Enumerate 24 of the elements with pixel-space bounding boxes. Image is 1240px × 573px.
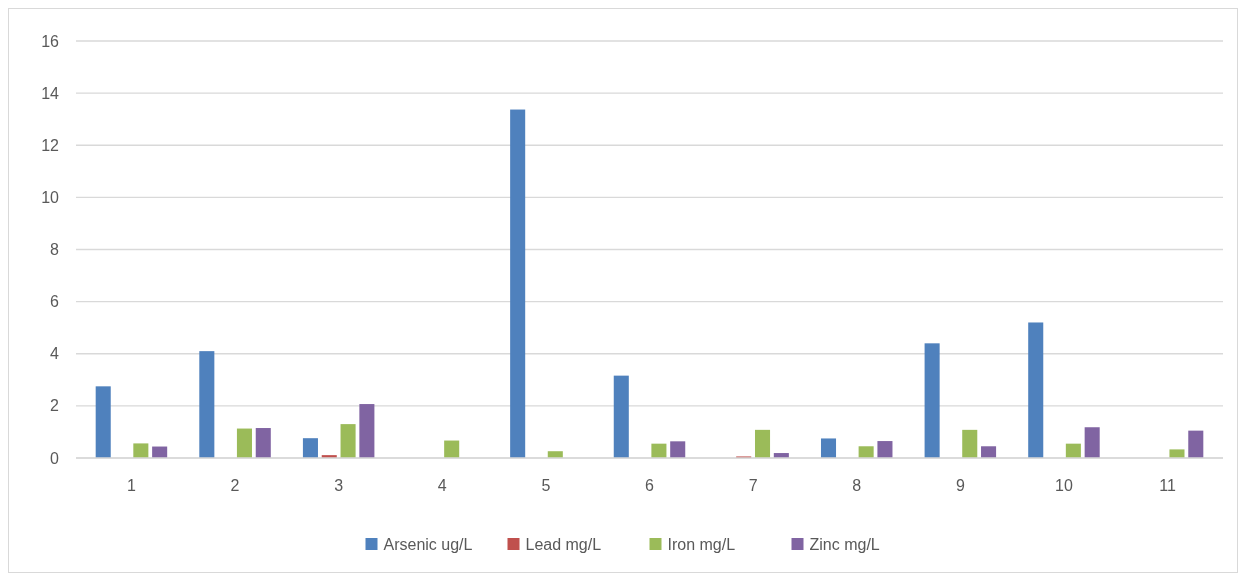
x-tick-label: 4 xyxy=(437,477,447,494)
legend-label: Lead mg/L xyxy=(525,535,602,553)
y-tick-label: 0 xyxy=(50,449,60,467)
x-tick-label: 6 xyxy=(645,477,655,494)
y-tick-label: 2 xyxy=(50,397,60,415)
x-tick-label: 11 xyxy=(1159,477,1176,494)
legend-label: Zinc mg/L xyxy=(809,535,880,553)
y-tick-label: 4 xyxy=(50,345,60,363)
x-tick-label: 8 xyxy=(852,477,862,494)
y-tick-label: 14 xyxy=(41,84,60,102)
x-tick-label: 7 xyxy=(748,477,758,494)
x-tick-label: 5 xyxy=(541,477,551,494)
x-tick-label: 3 xyxy=(334,477,344,494)
y-tick-label: 16 xyxy=(41,32,60,50)
y-tick-label: 8 xyxy=(50,241,60,259)
y-tick-label: 6 xyxy=(50,293,60,311)
y-tick-label: 10 xyxy=(41,188,60,206)
legend-label: Arsenic ug/L xyxy=(383,535,473,553)
y-tick-label: 12 xyxy=(41,136,60,154)
legend-label: Iron mg/L xyxy=(667,535,736,553)
x-tick-label: 10 xyxy=(1055,477,1073,494)
x-tick-label: 9 xyxy=(955,477,965,494)
x-tick-label: 1 xyxy=(126,477,136,494)
x-tick-label: 2 xyxy=(230,477,240,494)
